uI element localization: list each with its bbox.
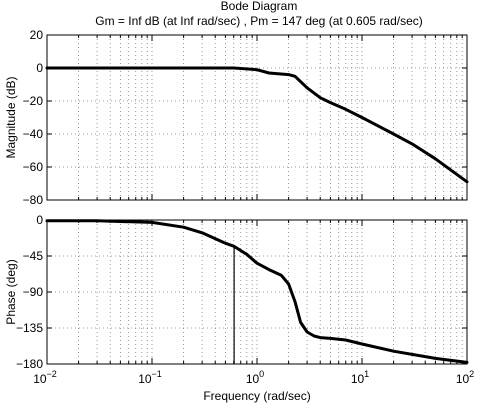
x-tick-label: 102	[456, 369, 474, 386]
magnitude-y-tick-label: −60	[23, 160, 44, 174]
x-tick-label: 10−1	[138, 369, 162, 386]
magnitude-y-tick-label: −80	[23, 193, 44, 207]
x-tick-label: 10−2	[33, 369, 57, 386]
phase-grid	[47, 220, 467, 364]
magnitude-curve-layer	[45, 66, 469, 184]
phase-y-tick-label: −90	[23, 285, 44, 299]
x-tick-label: 101	[351, 369, 369, 386]
magnitude-grid	[47, 35, 467, 200]
magnitude-y-tick-label: 20	[30, 28, 44, 42]
magnitude-y-ticks: 20 0 −20 −40 −60 −80	[23, 28, 468, 207]
phase-y-tick-label: −180	[16, 357, 43, 371]
x-tick-label: 100	[246, 369, 264, 386]
phase-y-tick-label: −45	[23, 249, 44, 263]
magnitude-y-axis-label: Magnitude (dB)	[4, 76, 18, 158]
magnitude-curve	[45, 66, 469, 184]
phase-curve-layer	[45, 219, 469, 364]
x-axis-label: Frequency (rad/sec)	[203, 389, 310, 403]
magnitude-y-tick-label: −20	[23, 94, 44, 108]
phase-curve	[45, 219, 469, 364]
magnitude-y-tick-label: −40	[23, 127, 44, 141]
magnitude-y-tick-label: 0	[36, 61, 43, 75]
phase-y-ticks: 0 −45 −90 −135 −180	[16, 213, 468, 371]
phase-y-tick-label: 0	[36, 213, 43, 227]
x-tick-labels: 10−2 10−1 100 101 102	[33, 369, 474, 386]
chart-title: Bode Diagram	[221, 0, 298, 13]
phase-y-tick-label: −135	[16, 321, 43, 335]
chart-subtitle: Gm = Inf dB (at Inf rad/sec) , Pm = 147 …	[95, 14, 423, 28]
phase-y-axis-label: Phase (deg)	[4, 259, 18, 324]
